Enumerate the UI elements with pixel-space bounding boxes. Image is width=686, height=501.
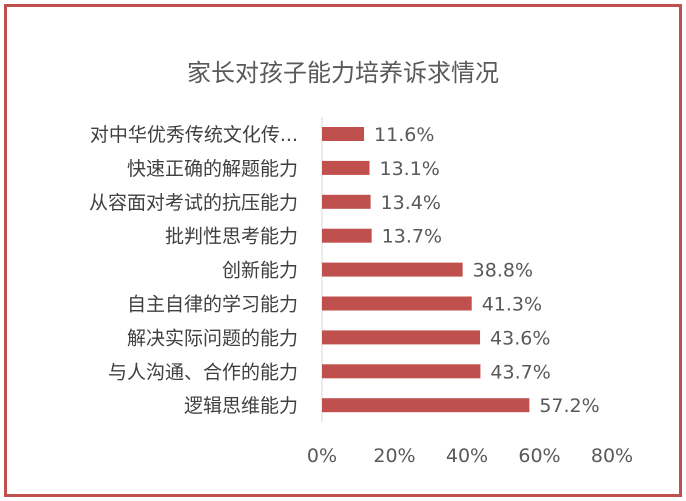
bar — [322, 194, 371, 209]
bar — [322, 364, 481, 379]
x-tick-label: 60% — [518, 445, 560, 467]
category-label: 逻辑思维能力 — [184, 395, 298, 417]
category-label: 自主自律的学习能力 — [127, 294, 298, 316]
bar — [322, 296, 472, 311]
category-label: 对中华优秀传统文化传... — [90, 124, 298, 146]
data-label: 13.7% — [382, 226, 442, 248]
data-label: 43.7% — [490, 361, 550, 383]
data-label: 38.8% — [473, 260, 533, 282]
bar — [322, 127, 365, 141]
bar — [322, 228, 372, 243]
bar — [322, 398, 530, 413]
category-label: 快速正确的解题能力 — [127, 158, 298, 180]
bar — [322, 262, 463, 277]
chart-frame — [4, 4, 682, 497]
category-label: 与人沟通、合作的能力 — [108, 361, 298, 383]
x-tick-label: 40% — [446, 445, 488, 467]
data-label: 13.1% — [379, 158, 439, 180]
x-tick-label: 0% — [307, 445, 337, 467]
x-tick-label: 20% — [373, 445, 415, 467]
plot-area: 对中华优秀传统文化传... 11.6% 快速正确的解题能力 13.1% 从容面对考试的抗… — [89, 117, 633, 467]
data-label: 13.4% — [381, 192, 441, 214]
bar — [322, 160, 370, 175]
chart-title: 家长对孩子能力培养诉求情况 — [187, 59, 499, 87]
data-label: 43.6% — [490, 327, 550, 349]
bar — [322, 330, 481, 345]
category-label: 批判性思考能力 — [165, 226, 298, 248]
data-label: 41.3% — [482, 294, 542, 316]
x-tick-label: 80% — [591, 445, 633, 467]
category-label: 创新能力 — [222, 260, 298, 282]
data-label: 57.2% — [539, 395, 599, 417]
category-label: 解决实际问题的能力 — [127, 327, 298, 349]
data-label: 11.6% — [374, 124, 434, 146]
category-label: 从容面对考试的抗压能力 — [89, 192, 298, 214]
